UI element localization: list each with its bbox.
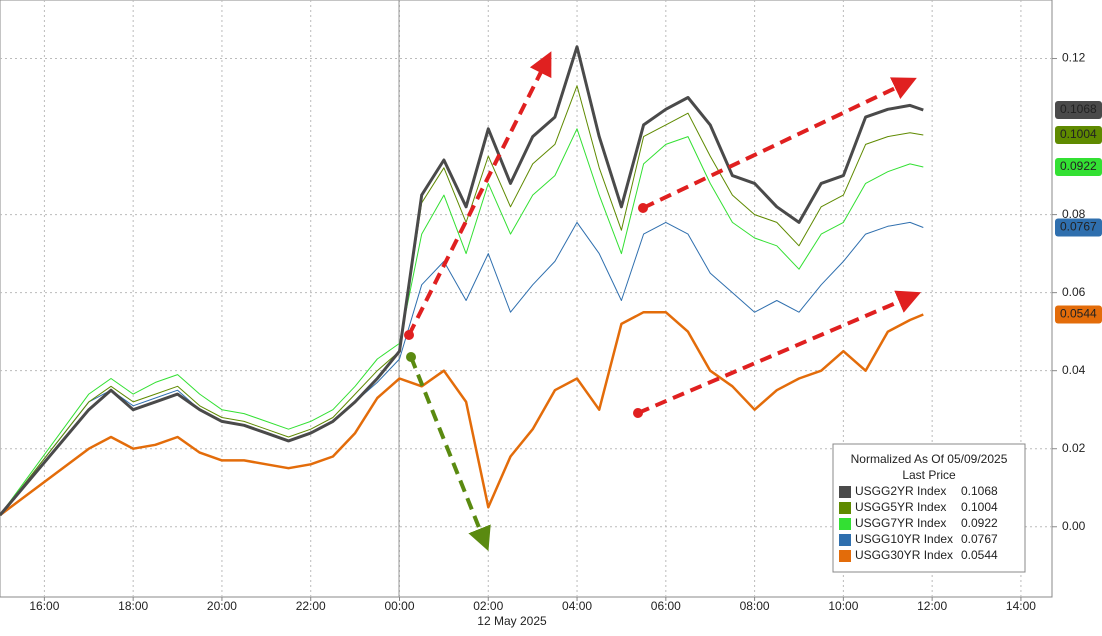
arrow-dot bbox=[638, 203, 648, 213]
last-value-tag bbox=[1055, 218, 1102, 237]
last-value-label: 0.0922 bbox=[1060, 159, 1097, 173]
x-tick-label: 00:00 bbox=[384, 599, 414, 613]
x-tick-label: 22:00 bbox=[296, 599, 326, 613]
legend-swatch bbox=[839, 486, 851, 498]
legend-value: 0.0922 bbox=[961, 516, 998, 530]
x-tick-label: 06:00 bbox=[651, 599, 681, 613]
last-value-label: 0.0767 bbox=[1060, 220, 1097, 234]
last-value-tag bbox=[1055, 305, 1102, 324]
annotations bbox=[404, 51, 922, 552]
y-tick-label: 0.02 bbox=[1062, 441, 1086, 455]
arrow-dot bbox=[633, 408, 643, 418]
legend-swatch bbox=[839, 550, 851, 562]
legend-value: 0.0767 bbox=[961, 532, 998, 546]
series-line bbox=[0, 85, 924, 516]
x-tick-label: 04:00 bbox=[562, 599, 592, 613]
legend-value: 0.1004 bbox=[961, 500, 998, 514]
legend-subtitle: Last Price bbox=[902, 468, 956, 482]
legend-value: 0.1068 bbox=[961, 484, 998, 498]
y-tick-label: 0.00 bbox=[1062, 519, 1086, 533]
x-tick-label: 14:00 bbox=[1006, 599, 1036, 613]
date-label: 12 May 2025 bbox=[477, 614, 547, 628]
last-value-tag bbox=[1055, 126, 1102, 145]
trend-arrow bbox=[407, 51, 552, 336]
legend-label: USGG2YR Index bbox=[855, 484, 946, 498]
series-line bbox=[0, 128, 924, 516]
x-tick-label: 12:00 bbox=[917, 599, 947, 613]
trend-arrow bbox=[637, 290, 922, 415]
arrow-dot bbox=[406, 352, 416, 362]
last-value-label: 0.0544 bbox=[1060, 307, 1097, 321]
legend-label: USGG5YR Index bbox=[855, 500, 946, 514]
y-tick-label: 0.04 bbox=[1062, 363, 1086, 377]
legend-box bbox=[832, 443, 1026, 573]
x-tick-label: 02:00 bbox=[473, 599, 503, 613]
legend-label: USGG10YR Index bbox=[855, 532, 953, 546]
last-value-tag bbox=[1055, 158, 1102, 177]
x-tick-label: 08:00 bbox=[740, 599, 770, 613]
last-value-label: 0.1004 bbox=[1060, 127, 1097, 141]
x-tick-label: 16:00 bbox=[29, 599, 59, 613]
y-tick-label: 0.08 bbox=[1062, 207, 1086, 221]
legend: Normalized As Of 05/09/2025 Last Price USG… bbox=[832, 443, 1026, 573]
x-tick-label: 10:00 bbox=[828, 599, 858, 613]
last-value-tags: 0.1068 0.1004 0.0922 0.0767 0.0544 bbox=[1055, 101, 1102, 324]
legend-swatch bbox=[839, 518, 851, 530]
x-tick-label: 18:00 bbox=[118, 599, 148, 613]
legend-value: 0.0544 bbox=[961, 548, 998, 562]
x-tick-label: 20:00 bbox=[207, 599, 237, 613]
y-tick-label: 0.12 bbox=[1062, 51, 1086, 65]
legend-label: USGG30YR Index bbox=[855, 548, 953, 562]
legend-label: USGG7YR Index bbox=[855, 516, 946, 530]
trend-arrow bbox=[409, 356, 491, 552]
arrow-dot bbox=[404, 330, 414, 340]
legend-title: Normalized As Of 05/09/2025 bbox=[851, 452, 1008, 466]
legend-swatch bbox=[839, 502, 851, 514]
legend-swatch bbox=[839, 534, 851, 546]
last-value-label: 0.1068 bbox=[1060, 102, 1097, 116]
series-line bbox=[0, 310, 924, 517]
y-tick-label: 0.06 bbox=[1062, 285, 1086, 299]
trend-arrow bbox=[642, 77, 917, 210]
last-value-tag bbox=[1055, 101, 1102, 120]
